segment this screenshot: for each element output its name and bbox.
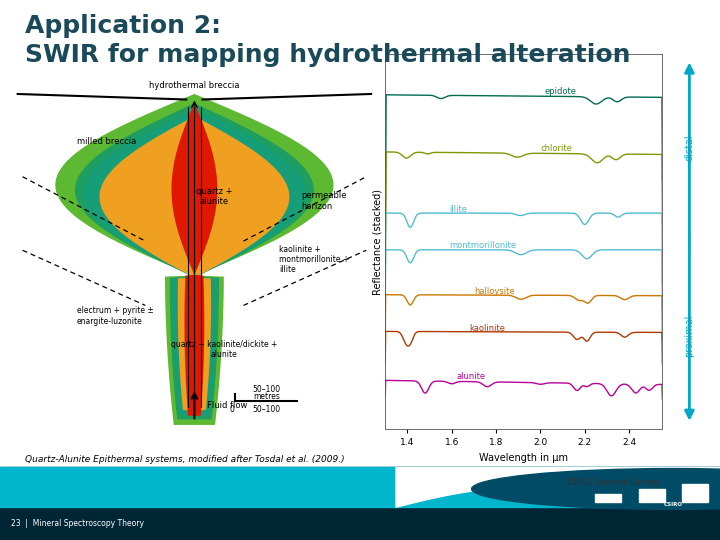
Text: chlorite: chlorite xyxy=(541,144,572,153)
Text: 0: 0 xyxy=(230,405,235,414)
Text: USGS Spectral Library: USGS Spectral Library xyxy=(567,478,660,487)
Text: milled breccia: milled breccia xyxy=(76,137,136,146)
Text: hydrothermal breccia: hydrothermal breccia xyxy=(149,82,240,90)
Text: kaolinite +
montmorillonite +
illite: kaolinite + montmorillonite + illite xyxy=(279,245,350,274)
Text: Application 2:: Application 2: xyxy=(25,14,221,37)
Text: illite: illite xyxy=(449,205,467,214)
Text: CSIRO: CSIRO xyxy=(664,502,683,507)
Y-axis label: Reflectance (stacked): Reflectance (stacked) xyxy=(372,188,382,295)
Text: distal: distal xyxy=(685,134,694,161)
Text: proximal: proximal xyxy=(685,314,694,356)
Polygon shape xyxy=(83,109,306,416)
Text: epidote: epidote xyxy=(545,87,577,96)
Text: electrum + pyrite ±
enargite-luzonite: electrum + pyrite ± enargite-luzonite xyxy=(76,306,153,326)
X-axis label: Wavelength in μm: Wavelength in μm xyxy=(480,453,568,463)
Text: - - - -: - - - - xyxy=(685,232,694,252)
Circle shape xyxy=(472,469,720,509)
Polygon shape xyxy=(99,116,289,410)
Text: SWIR for mapping hydrothermal alteration: SWIR for mapping hydrothermal alteration xyxy=(25,43,631,67)
Text: halloysite: halloysite xyxy=(474,287,515,296)
Text: Quartz-Alunite Epithermal systems, modified after Tosdal et al. (2009.): Quartz-Alunite Epithermal systems, modif… xyxy=(25,455,345,464)
Text: 23  |  Mineral Spectroscopy Theory: 23 | Mineral Spectroscopy Theory xyxy=(11,519,144,529)
Bar xyxy=(595,494,621,502)
Text: 50–100: 50–100 xyxy=(252,385,281,394)
Text: permeable
horizon: permeable horizon xyxy=(301,192,346,211)
Text: kaolinite: kaolinite xyxy=(469,323,505,333)
Text: montmorillonite: montmorillonite xyxy=(449,241,517,250)
Text: 50–100: 50–100 xyxy=(252,405,281,414)
Polygon shape xyxy=(171,103,217,416)
Text: Fluid flow: Fluid flow xyxy=(207,401,248,410)
Bar xyxy=(682,484,708,502)
Bar xyxy=(0,467,720,507)
Polygon shape xyxy=(396,467,720,507)
Text: quartz +
alunite: quartz + alunite xyxy=(196,187,233,206)
Text: metres: metres xyxy=(253,392,280,401)
Text: quartz + kaolinite/dickite +
alunite: quartz + kaolinite/dickite + alunite xyxy=(171,340,277,359)
Polygon shape xyxy=(75,103,314,420)
Text: alunite: alunite xyxy=(456,372,485,381)
Polygon shape xyxy=(55,94,333,425)
Bar xyxy=(639,489,665,502)
